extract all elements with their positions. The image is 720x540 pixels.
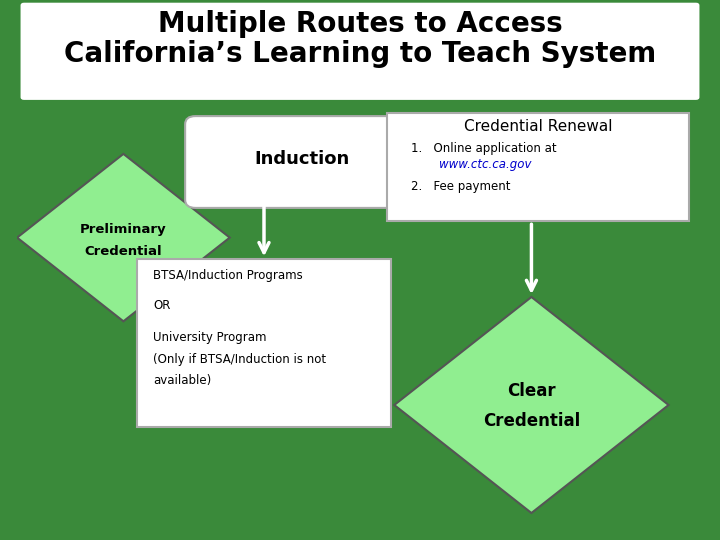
Text: 1.   Online application at: 1. Online application at <box>411 142 557 155</box>
Polygon shape <box>17 154 230 321</box>
Text: available): available) <box>153 374 211 387</box>
Text: Credential: Credential <box>85 245 162 258</box>
FancyBboxPatch shape <box>137 259 391 427</box>
FancyBboxPatch shape <box>21 3 699 100</box>
Text: Preliminary: Preliminary <box>80 223 167 236</box>
Text: (Only if BTSA/Induction is not: (Only if BTSA/Induction is not <box>153 353 326 366</box>
Text: Clear: Clear <box>507 382 556 401</box>
Text: Credential: Credential <box>483 412 580 430</box>
FancyBboxPatch shape <box>185 116 418 208</box>
Text: Credential Renewal: Credential Renewal <box>464 119 613 134</box>
Text: OR: OR <box>153 299 170 312</box>
FancyBboxPatch shape <box>387 113 689 221</box>
Text: www.ctc.ca.gov: www.ctc.ca.gov <box>439 158 531 171</box>
Text: Multiple Routes to Access: Multiple Routes to Access <box>158 10 562 38</box>
Text: California’s Learning to Teach System: California’s Learning to Teach System <box>64 40 656 68</box>
Polygon shape <box>395 297 669 513</box>
Text: 2.   Fee payment: 2. Fee payment <box>411 180 511 193</box>
Text: University Program: University Program <box>153 331 266 344</box>
Text: BTSA/Induction Programs: BTSA/Induction Programs <box>153 269 302 282</box>
Text: Induction: Induction <box>254 150 349 168</box>
